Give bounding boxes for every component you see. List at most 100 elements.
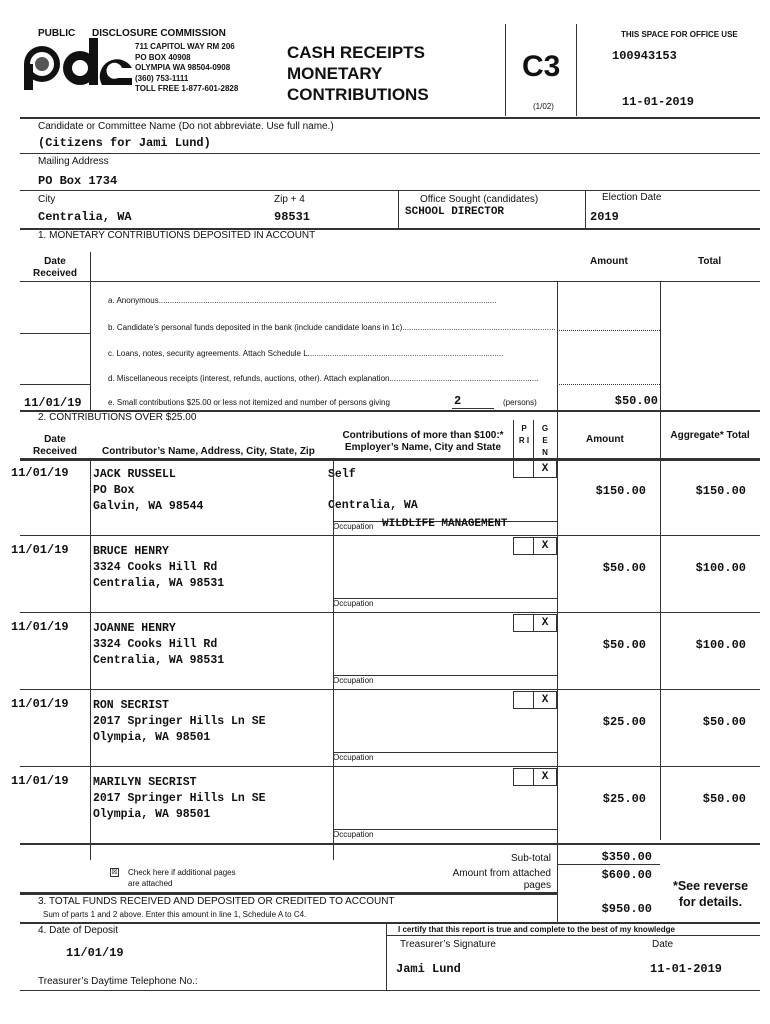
- gen-checkbox[interactable]: X: [533, 537, 557, 555]
- election-date-label: Election Date: [602, 192, 662, 203]
- treasurer-signature: Jami Lund: [396, 962, 461, 976]
- mailing-address: PO Box 1734: [38, 174, 118, 188]
- contributor-address: 2017 Springer Hills Ln SE: [93, 715, 266, 728]
- form-version: (1/02): [533, 102, 554, 111]
- form-code: C3: [522, 50, 561, 83]
- city-label: City: [38, 194, 56, 205]
- line-b-personal-funds: b. Candidate’s personal funds deposited …: [108, 323, 556, 332]
- occupation: WILDLIFE MANAGEMENT: [382, 518, 508, 530]
- contributor-address: 2017 Springer Hills Ln SE: [93, 792, 266, 805]
- pri-checkbox[interactable]: [513, 460, 534, 478]
- section3-subtitle: Sum of parts 1 and 2 above. Enter this a…: [43, 910, 307, 919]
- aggregate-header: Aggregate* Total: [670, 430, 750, 441]
- contributor-name: MARILYN SECRIST: [93, 776, 197, 789]
- aggregate-total: $50.00: [702, 792, 746, 806]
- section2-title: 2. CONTRIBUTIONS OVER $25.00: [38, 412, 197, 423]
- s2-amount-header: Amount: [586, 434, 624, 445]
- contributor: BRUCE HENRY 3324 Cooks Hill Rd Centralia…: [93, 544, 224, 592]
- employer-city: Centralia, WA: [328, 499, 418, 512]
- line-d-misc: d. Miscellaneous receipts (interest, ref…: [108, 374, 539, 383]
- line-e-small: e. Small contributions $25.00 or less no…: [108, 398, 390, 407]
- contributor: RON SECRIST 2017 Springer Hills Ln SE Ol…: [93, 698, 266, 746]
- s1-total-header: Total: [698, 256, 722, 267]
- occupation-label: Occupation: [333, 830, 374, 839]
- s1-amount-header: Amount: [590, 256, 628, 267]
- contributor: MARILYN SECRIST 2017 Springer Hills Ln S…: [93, 775, 266, 823]
- contributor-city: Centralia, WA 98531: [93, 577, 225, 590]
- attached-amount: $600.00: [601, 868, 652, 882]
- agency-left: PUBLIC: [38, 28, 76, 39]
- occupation-label: Occupation: [333, 599, 374, 608]
- contribution-date: 11/01/19: [11, 543, 69, 557]
- gen-checkbox[interactable]: X: [533, 460, 557, 478]
- gen-checkbox[interactable]: X: [533, 691, 557, 709]
- contribution-amount: $50.00: [602, 638, 646, 652]
- contributor-address: 3324 Cooks Hill Rd: [93, 638, 218, 651]
- pri-checkbox[interactable]: [513, 614, 534, 632]
- pdc-logo: [22, 38, 132, 90]
- contribution-amount: $150.00: [595, 484, 646, 498]
- section1-title: 1. MONETARY CONTRIBUTIONS DEPOSITED IN A…: [38, 230, 316, 241]
- employer-name: Self: [328, 468, 356, 481]
- s1-date-header: Date Received: [33, 256, 77, 279]
- contributor-name: JOANNE HENRY: [93, 622, 176, 635]
- gen-checkbox[interactable]: X: [533, 614, 557, 632]
- contribution-amount: $50.00: [602, 561, 646, 575]
- pri-checkbox[interactable]: [513, 691, 534, 709]
- additional-pages-label: Check here if additional pages are attac…: [128, 868, 236, 888]
- committee-name: (Citizens for Jami Lund): [38, 136, 211, 150]
- agency-address: 711 CAPITOL WAY RM 206 PO BOX 40908 OLYMPI…: [135, 42, 239, 93]
- form-title: CASH RECEIPTS MONETARY CONTRIBUTIONS: [287, 43, 429, 104]
- office-id: 100943153: [612, 49, 677, 63]
- deposit-date-label: 4. Date of Deposit: [38, 925, 119, 936]
- zip-label: Zip + 4: [274, 194, 305, 205]
- subtotal: $350.00: [601, 850, 652, 864]
- agency-right: DISCLOSURE COMMISSION: [92, 28, 226, 39]
- sign-date: 11-01-2019: [650, 962, 723, 976]
- aggregate-total: $150.00: [695, 484, 746, 498]
- contribution-amount: $25.00: [602, 792, 646, 806]
- zip: 98531: [274, 210, 311, 224]
- contribution-amount: $25.00: [602, 715, 646, 729]
- pri-header: P R I: [518, 424, 530, 445]
- pri-checkbox[interactable]: [513, 537, 534, 555]
- persons-label: (persons): [503, 398, 537, 407]
- form-code-box: [505, 24, 577, 116]
- contributor-address: PO Box: [93, 484, 135, 497]
- office-sought: SCHOOL DIRECTOR: [405, 206, 505, 218]
- contributor-city: Galvin, WA 98544: [93, 500, 204, 513]
- gen-checkbox[interactable]: X: [533, 768, 557, 786]
- office-use-label: THIS SPACE FOR OFFICE USE: [621, 30, 738, 39]
- contributor-name: BRUCE HENRY: [93, 545, 169, 558]
- contributor: JOANNE HENRY 3324 Cooks Hill Rd Centrali…: [93, 621, 224, 669]
- line-a-anonymous: a. Anonymous............................…: [108, 296, 497, 305]
- election-date: 2019: [590, 210, 619, 224]
- sign-date-label: Date: [652, 939, 674, 950]
- contribution-date: 11/01/19: [11, 620, 69, 634]
- occupation-label: Occupation: [333, 676, 374, 685]
- additional-pages-checkbox[interactable]: ☒: [110, 868, 119, 877]
- certify-text: I certify that this report is true and c…: [398, 925, 675, 934]
- contributor-header: Contributor’s Name, Address, City, State…: [102, 446, 315, 457]
- gen-header: G E N: [541, 424, 549, 457]
- pri-checkbox[interactable]: [513, 768, 534, 786]
- total-funds: $950.00: [601, 902, 652, 916]
- employer-header: Contributions of more than $100:* Employ…: [342, 430, 504, 453]
- office-sought-label: Office Sought (candidates): [420, 194, 539, 205]
- contribution-date: 11/01/19: [11, 697, 69, 711]
- deposit-date: 11/01/19: [66, 946, 124, 960]
- line-c-loans: c. Loans, notes, security agreements. At…: [108, 349, 504, 358]
- attached-label: Amount from attached pages: [452, 868, 551, 891]
- line-e-date: 11/01/19: [24, 396, 82, 410]
- occupation-label: Occupation: [333, 522, 374, 531]
- office-date: 11-01-2019: [622, 95, 695, 109]
- signature-label: Treasurer’s Signature: [400, 939, 496, 950]
- aggregate-total: $50.00: [702, 715, 746, 729]
- see-reverse-note: *See reverse for details.: [672, 879, 749, 909]
- contributor-city: Olympia, WA 98501: [93, 808, 211, 821]
- contribution-date: 11/01/19: [11, 774, 69, 788]
- aggregate-total: $100.00: [695, 561, 746, 575]
- contribution-date: 11/01/19: [11, 466, 69, 480]
- section3-title: 3. TOTAL FUNDS RECEIVED AND DEPOSITED OR…: [38, 896, 395, 907]
- aggregate-total: $100.00: [695, 638, 746, 652]
